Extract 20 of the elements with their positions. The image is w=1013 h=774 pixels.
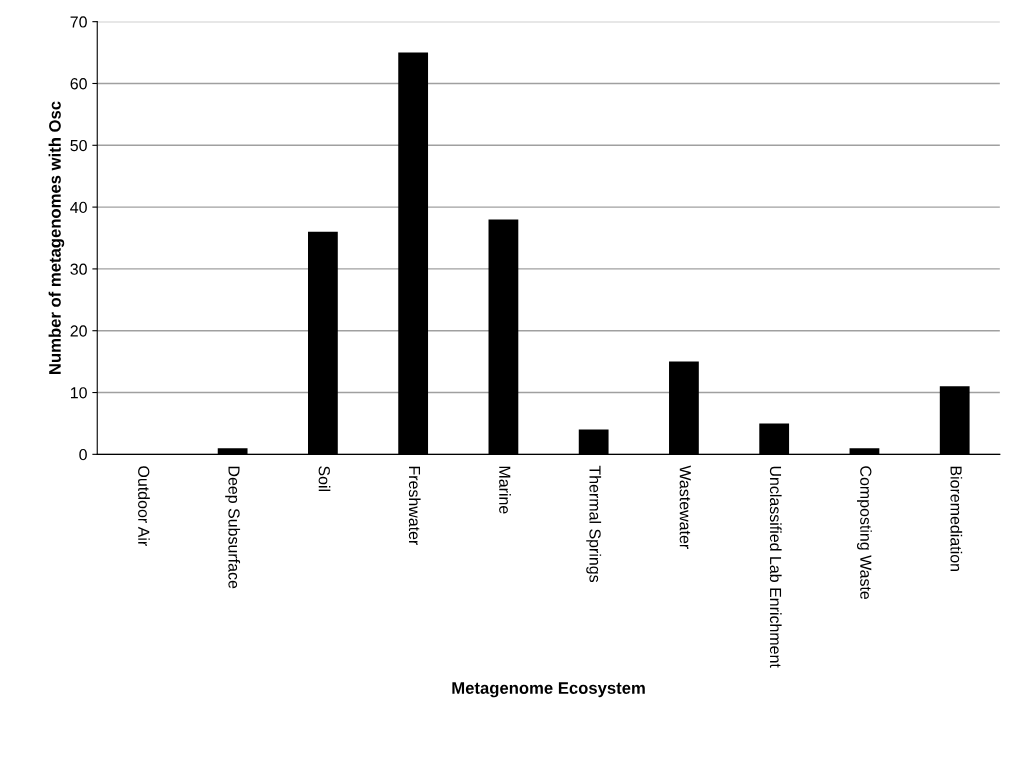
x-tick-label: Marine	[499, 466, 511, 514]
y-tick-label: 50	[70, 139, 87, 152]
x-tick-label: Unclassified Lab Enrichment	[769, 466, 782, 668]
y-tick-label: 60	[70, 78, 87, 90]
y-tick-label: 0	[79, 448, 87, 461]
x-tick-label: Composting Waste	[857, 466, 872, 600]
x-tick-label: Wastewater	[679, 465, 691, 549]
y-tick-label: 20	[70, 325, 87, 337]
y-axis-title: Number of metagenomes with Osc	[48, 101, 65, 374]
x-tick-label: Soil	[318, 466, 331, 492]
x-tick-label: Bioremediation	[950, 466, 963, 571]
y-tick-label: 70	[70, 16, 87, 28]
x-tick-label: Freshwater	[408, 466, 421, 546]
x-axis-title: Metagenome Ecosystem	[452, 682, 645, 698]
x-tick-label: Deep Subsurface	[225, 466, 241, 589]
y-tick-label: 40	[70, 201, 87, 214]
x-tick-label: Thermal Springs	[586, 465, 602, 583]
x-tick-label: Outdoor Air	[138, 466, 150, 546]
y-tick-label: 30	[70, 263, 87, 275]
y-tick-label: 10	[70, 387, 87, 399]
